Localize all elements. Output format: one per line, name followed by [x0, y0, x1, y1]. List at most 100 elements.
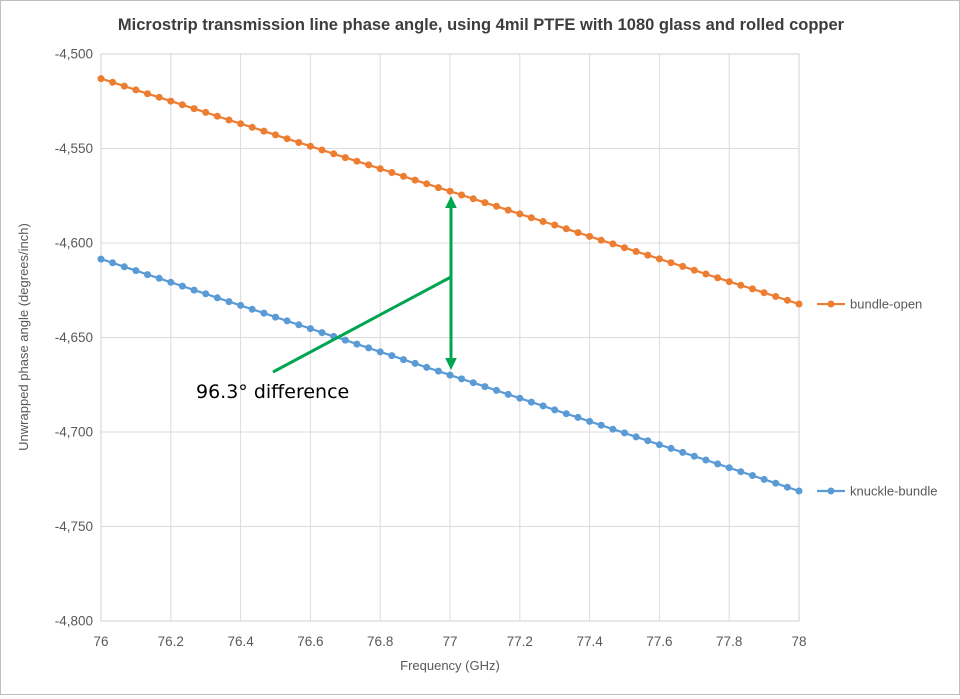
data-point: [562, 225, 570, 233]
data-point: [120, 263, 128, 271]
data-point: [458, 191, 466, 199]
data-point: [586, 417, 594, 425]
legend-marker-dot: [827, 300, 835, 308]
data-point: [225, 116, 233, 124]
data-point: [772, 293, 780, 300]
data-point: [446, 187, 454, 195]
data-point: [283, 135, 291, 143]
data-point: [341, 154, 349, 162]
axis-tick-labels: 76 76.2 76.4 76.6 76.8 77 77.2 77.4 77.6 77.8 78 -4…: [55, 47, 807, 650]
data-point: [783, 296, 791, 304]
data-point: [562, 410, 570, 418]
data-point: [202, 108, 210, 116]
data-point: [423, 180, 431, 188]
data-point: [237, 301, 245, 309]
y-tick-label: -4,700: [55, 425, 93, 440]
data-point: [702, 456, 710, 464]
data-point: [109, 78, 117, 86]
data-point: [655, 441, 663, 449]
legend-label-knuckle-bundle: knuckle-bundle: [850, 483, 937, 498]
legend-entry-knuckle-bundle: knuckle-bundle: [817, 483, 937, 498]
data-point: [795, 300, 803, 308]
legend-entry-bundle-open: bundle-open: [817, 297, 922, 312]
data-point: [272, 131, 279, 139]
data-point: [679, 448, 687, 456]
data-point: [516, 394, 524, 402]
difference-annotation: 96.3° difference: [196, 196, 457, 403]
data-point: [248, 305, 256, 313]
data-point: [690, 452, 698, 460]
data-point: [597, 236, 605, 244]
data-point: [283, 317, 291, 325]
data-point: [318, 146, 326, 154]
data-point: [202, 290, 210, 298]
series-bundle-open: [97, 75, 803, 308]
data-point: [725, 278, 733, 286]
data-point: [167, 278, 175, 286]
data-point: [795, 487, 803, 495]
data-point: [574, 413, 582, 421]
data-point: [144, 90, 151, 98]
data-point: [493, 386, 500, 394]
data-point: [272, 313, 279, 321]
data-point: [306, 325, 314, 333]
data-point: [400, 172, 407, 180]
x-tick-label: 76.2: [158, 634, 184, 649]
data-point: [458, 375, 466, 383]
x-tick-label: 77.8: [716, 634, 742, 649]
data-point: [365, 161, 373, 169]
data-point: [667, 259, 675, 267]
data-point: [353, 157, 361, 165]
data-point: [760, 289, 768, 297]
data-point: [178, 101, 186, 109]
data-point: [155, 274, 163, 282]
x-tick-label: 78: [791, 634, 806, 649]
chart-title: Microstrip transmission line phase angle…: [118, 16, 845, 34]
data-point: [178, 282, 186, 290]
data-point: [260, 127, 268, 135]
legend-label-bundle-open: bundle-open: [850, 297, 922, 312]
data-point: [586, 232, 594, 240]
x-tick-label: 76: [93, 634, 108, 649]
data-point: [621, 244, 628, 252]
annotation-arrowhead-down-icon: [445, 358, 457, 370]
data-point: [155, 93, 163, 101]
data-point: [504, 390, 512, 398]
data-point: [702, 270, 710, 278]
data-point: [679, 262, 687, 270]
data-point: [655, 255, 663, 263]
data-point: [167, 97, 175, 105]
data-point: [749, 472, 756, 479]
data-point: [318, 329, 326, 337]
plot-area-border: [100, 53, 800, 622]
annotation-arrowhead-up-icon: [445, 196, 457, 208]
data-point: [644, 251, 652, 259]
data-point: [469, 195, 477, 203]
data-point: [365, 344, 373, 352]
data-point: [714, 274, 722, 282]
data-point: [516, 210, 524, 218]
data-point: [783, 483, 791, 491]
data-point: [574, 229, 582, 237]
data-point: [527, 214, 535, 222]
data-point: [400, 356, 407, 364]
x-tick-label: 76.8: [367, 634, 393, 649]
y-axis-title: Unwrapped phase angle (degrees/inch): [16, 223, 31, 451]
y-tick-label: -4,500: [55, 47, 93, 62]
data-point: [190, 105, 198, 113]
data-point: [248, 123, 256, 131]
data-point: [772, 479, 780, 487]
data-point: [434, 184, 442, 192]
data-point: [330, 150, 338, 158]
data-point: [144, 271, 151, 279]
y-tick-label: -4,550: [55, 141, 93, 156]
data-point: [737, 281, 745, 289]
y-tick-label: -4,650: [55, 330, 93, 345]
annotation-label: 96.3° difference: [196, 381, 349, 403]
x-tick-label: 77: [442, 634, 457, 649]
x-axis-title: Frequency (GHz): [400, 658, 500, 673]
data-point: [690, 266, 698, 274]
data-point: [644, 437, 652, 445]
